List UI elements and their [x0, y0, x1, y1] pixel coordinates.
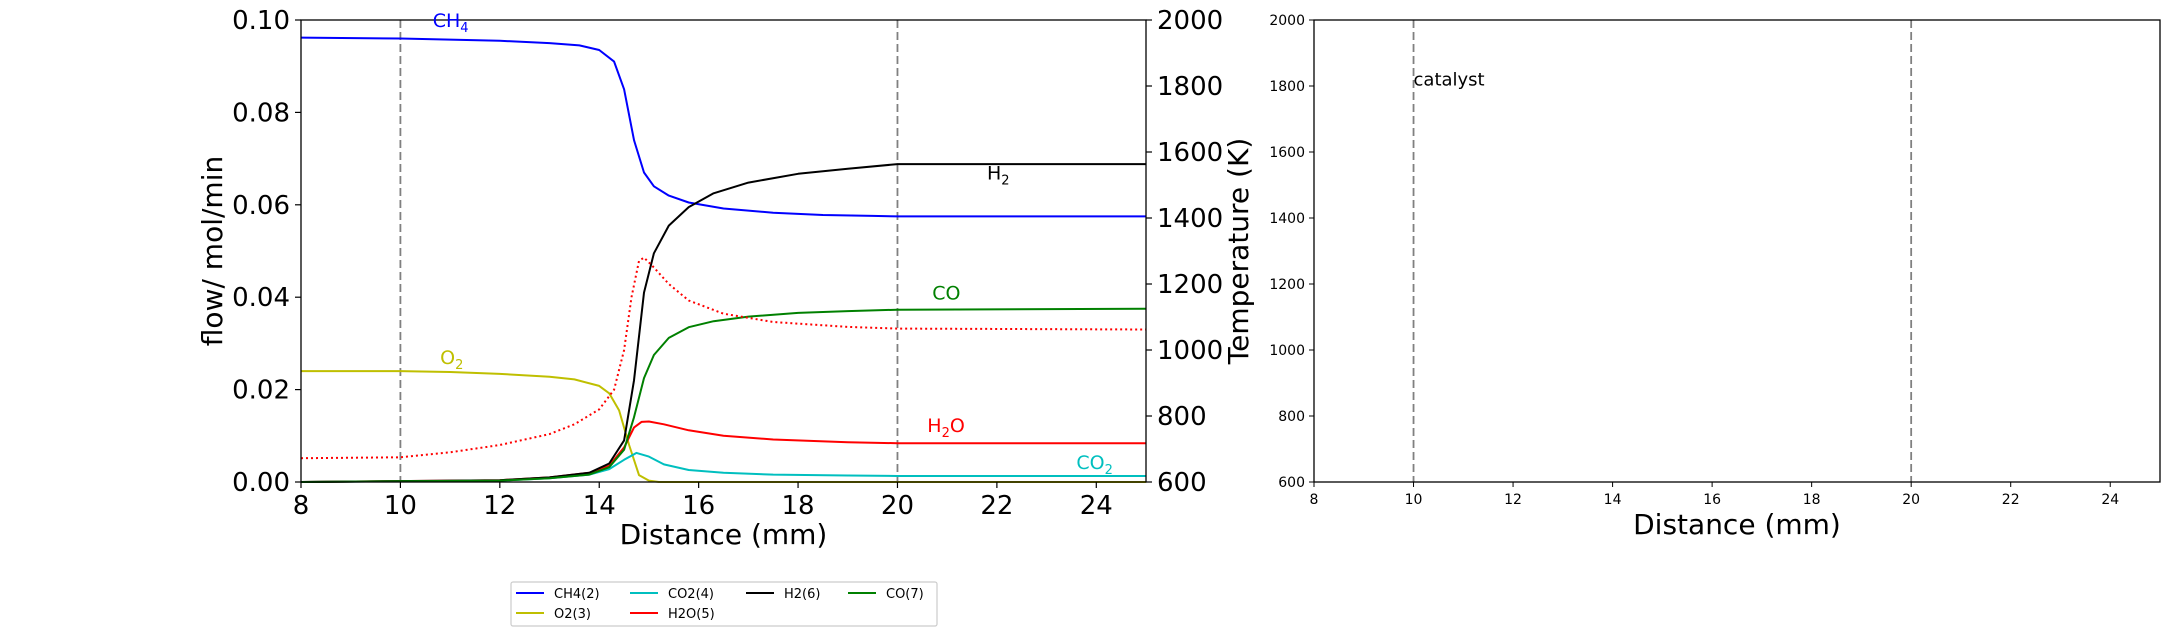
series-line-h26	[300, 163, 1146, 483]
x-tick-label: 16	[1703, 492, 1721, 508]
annotation-subscript: 2	[455, 358, 463, 373]
annotation-subscript: 2	[1105, 463, 1113, 478]
y-tick-label: 1800	[1269, 79, 1305, 95]
x-tick-label: 24	[1080, 491, 1113, 521]
y2-tick-label: 1000	[1157, 336, 1223, 366]
series-line-co24	[300, 451, 1146, 483]
y-tick-label: 800	[1278, 409, 1305, 425]
annotation-subscript: 2	[942, 426, 950, 441]
annotation-main: CO	[932, 283, 960, 305]
x-tick-label: 18	[782, 491, 815, 521]
y2-tick-label: 800	[1157, 402, 1207, 432]
y2-tick-label: 1200	[1157, 270, 1223, 300]
y2-tick-label: 1800	[1157, 72, 1223, 102]
x-axis-label: Distance (mm)	[1633, 508, 1841, 541]
x-tick-label: 20	[881, 491, 914, 521]
annotation-main: O	[440, 347, 455, 369]
x-tick-label: 10	[1405, 492, 1423, 508]
legend: CH4(2) CO2(4) H2(6) CO(7) O2(3) H2O(5)	[510, 581, 938, 627]
legend-label: O2(3)	[554, 607, 591, 622]
series-line-ch42	[300, 36, 1146, 218]
series-line-temperature	[300, 256, 1147, 460]
series-annotation: O2	[440, 347, 463, 373]
annotation-subscript: 2	[1001, 173, 1009, 188]
x-tick-label: 8	[1310, 492, 1319, 508]
annotation-main: H	[927, 415, 941, 437]
y-tick-label: 2000	[1269, 13, 1305, 29]
y-tick-label: 0.04	[232, 283, 290, 313]
series-annotation: CH4	[433, 10, 469, 36]
series-annotation: CO	[932, 283, 960, 305]
x-tick-label: 22	[980, 491, 1013, 521]
series-line-o23	[301, 370, 1146, 483]
annotation-main: CO	[1076, 452, 1104, 474]
x-tick-label: 14	[583, 491, 616, 521]
y-tick-label: 1000	[1269, 343, 1305, 359]
annotation-main: CH	[433, 10, 461, 32]
y-tick-label: 0.10	[232, 6, 290, 36]
y2-axis-label: Temperature (K)	[1222, 138, 1255, 365]
x-axis-label: Distance (mm)	[620, 518, 828, 551]
annotation-subscript: 4	[460, 21, 468, 36]
x-tick-label: 16	[682, 491, 715, 521]
y2-tick-label: 1400	[1157, 204, 1223, 234]
series-annotation: H2	[987, 162, 1010, 188]
y2-tick-label: 600	[1157, 468, 1207, 498]
x-tick-label: 22	[2002, 492, 2020, 508]
y-tick-label: 0.02	[232, 376, 290, 406]
legend-label: H2O(5)	[668, 607, 715, 622]
legend-label: CH4(2)	[554, 587, 600, 602]
x-tick-label: 18	[1803, 492, 1821, 508]
x-tick-label: 12	[483, 491, 516, 521]
plot-frame	[1313, 19, 2161, 483]
series-annotation: CO2	[1076, 452, 1113, 478]
chart-temperature-profile: 8 10 12 14 16 18 20 22 24 600 800 1000 1200 1400 1600 1…	[1269, 13, 2161, 541]
x-tick-label: 12	[1504, 492, 1522, 508]
y-tick-label: 600	[1278, 475, 1305, 491]
y-tick-label: 1400	[1269, 211, 1305, 227]
legend-label: H2(6)	[784, 587, 820, 602]
series-line-co7	[300, 307, 1147, 483]
x-tick-label: 20	[1902, 492, 1920, 508]
x-tick-label: 8	[293, 491, 310, 521]
y-tick-label: 0.00	[232, 468, 290, 498]
catalyst-annotation: catalyst	[1414, 69, 1485, 90]
y2-tick-label: 2000	[1157, 6, 1223, 36]
legend-label: CO(7)	[886, 587, 924, 602]
annotation-main: H	[987, 162, 1001, 184]
y-tick-label: 0.06	[232, 191, 290, 221]
chart-flow-temperature: 8 10 12 14 16 18 20 22 240.000.020.040.060.080.1…	[196, 6, 1255, 551]
y-axis-label: flow/ mol/min	[196, 156, 229, 346]
legend-label: CO2(4)	[668, 587, 714, 602]
plot-frame	[300, 19, 1147, 483]
y2-tick-label: 1600	[1157, 138, 1223, 168]
x-tick-label: 14	[1604, 492, 1622, 508]
legend-box	[510, 581, 938, 627]
annotation-tail: O	[950, 415, 965, 437]
x-tick-label: 10	[384, 491, 417, 521]
series-annotation: H2O	[927, 415, 965, 441]
y-tick-label: 1600	[1269, 145, 1305, 161]
y-tick-label: 1200	[1269, 277, 1305, 293]
y-tick-label: 0.08	[232, 98, 290, 128]
x-tick-label: 24	[2101, 492, 2119, 508]
